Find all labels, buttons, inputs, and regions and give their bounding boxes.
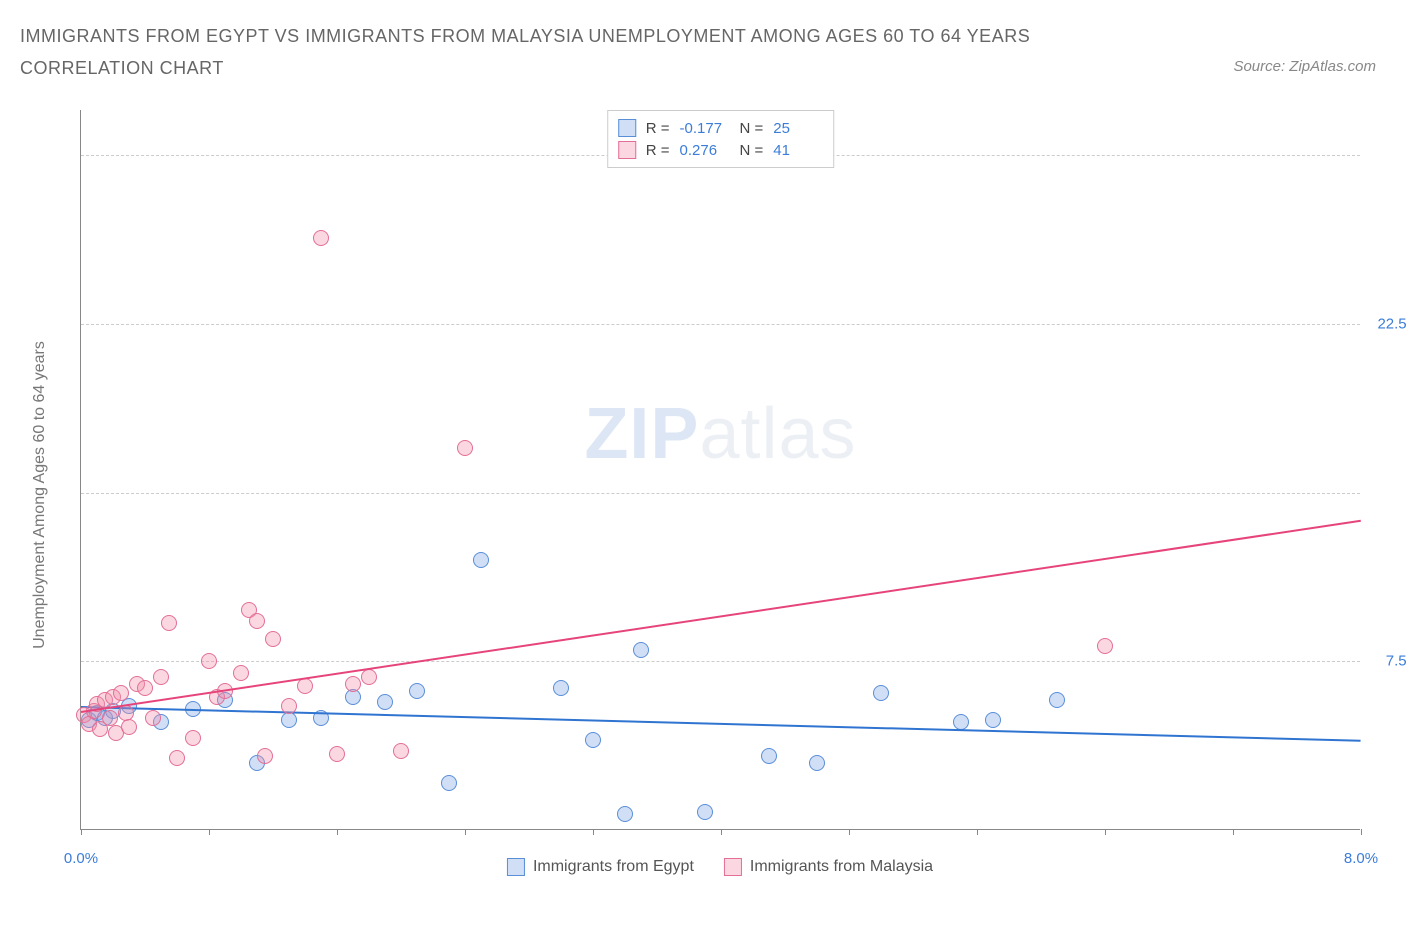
trend-line-egypt: [81, 706, 1361, 742]
r-label: R =: [646, 142, 670, 159]
data-point-egypt: [585, 732, 601, 748]
data-point-malaysia: [121, 719, 137, 735]
data-point-malaysia: [361, 669, 377, 685]
data-point-egypt: [1049, 692, 1065, 708]
trend-line-malaysia: [81, 520, 1361, 713]
data-point-malaysia: [329, 746, 345, 762]
gridline: [81, 493, 1360, 494]
data-point-malaysia: [281, 698, 297, 714]
data-point-egypt: [953, 714, 969, 730]
data-point-egypt: [441, 775, 457, 791]
watermark: ZIPatlas: [584, 393, 856, 475]
legend-label-malaysia: Immigrants from Malaysia: [750, 858, 933, 876]
n-value-egypt: 25: [773, 120, 823, 137]
legend-label-egypt: Immigrants from Egypt: [533, 858, 694, 876]
data-point-egypt: [873, 685, 889, 701]
data-point-malaysia: [345, 676, 361, 692]
data-point-malaysia: [161, 615, 177, 631]
n-label: N =: [740, 142, 764, 159]
data-point-egypt: [473, 552, 489, 568]
data-point-malaysia: [201, 653, 217, 669]
x-tick-label: 8.0%: [1344, 850, 1378, 867]
x-tick: [1361, 829, 1362, 835]
chart-header: IMMIGRANTS FROM EGYPT VS IMMIGRANTS FROM…: [0, 0, 1406, 95]
data-point-malaysia: [102, 710, 118, 726]
data-point-malaysia: [137, 680, 153, 696]
data-point-egypt: [809, 755, 825, 771]
data-point-egypt: [985, 712, 1001, 728]
chart-title: IMMIGRANTS FROM EGYPT VS IMMIGRANTS FROM…: [20, 20, 1120, 85]
data-point-egypt: [761, 748, 777, 764]
data-point-egypt: [617, 806, 633, 822]
r-value-malaysia: 0.276: [680, 142, 730, 159]
x-tick: [593, 829, 594, 835]
x-tick: [1105, 829, 1106, 835]
data-point-malaysia: [185, 730, 201, 746]
legend-stats-row-malaysia: R = 0.276 N = 41: [618, 139, 824, 161]
n-value-malaysia: 41: [773, 142, 823, 159]
r-value-egypt: -0.177: [680, 120, 730, 137]
gridline: [81, 661, 1360, 662]
x-tick: [337, 829, 338, 835]
y-axis-label: Unemployment Among Ages 60 to 64 years: [31, 341, 49, 649]
y-tick-label: 22.5%: [1365, 315, 1406, 332]
swatch-malaysia: [618, 141, 636, 159]
data-point-egypt: [633, 642, 649, 658]
source-attribution: Source: ZipAtlas.com: [1233, 58, 1376, 75]
data-point-malaysia: [233, 665, 249, 681]
data-point-egypt: [697, 804, 713, 820]
n-label: N =: [740, 120, 764, 137]
swatch-egypt-icon: [507, 858, 525, 876]
watermark-zip: ZIP: [584, 394, 699, 474]
data-point-malaysia: [257, 748, 273, 764]
swatch-egypt: [618, 119, 636, 137]
data-point-egypt: [377, 694, 393, 710]
data-point-egypt: [553, 680, 569, 696]
data-point-malaysia: [169, 750, 185, 766]
data-point-malaysia: [393, 743, 409, 759]
watermark-atlas: atlas: [699, 394, 856, 474]
data-point-malaysia: [153, 669, 169, 685]
y-tick-label: 7.5%: [1365, 653, 1406, 670]
x-tick: [1233, 829, 1234, 835]
data-point-malaysia: [297, 678, 313, 694]
r-label: R =: [646, 120, 670, 137]
x-tick: [81, 829, 82, 835]
data-point-malaysia: [249, 613, 265, 629]
data-point-malaysia: [313, 230, 329, 246]
swatch-malaysia-icon: [724, 858, 742, 876]
bottom-legend: Immigrants from Egypt Immigrants from Ma…: [507, 858, 933, 876]
legend-item-malaysia: Immigrants from Malaysia: [724, 858, 933, 876]
x-tick: [209, 829, 210, 835]
x-tick: [977, 829, 978, 835]
chart-container: Unemployment Among Ages 60 to 64 years Z…: [60, 110, 1380, 880]
data-point-egypt: [409, 683, 425, 699]
data-point-malaysia: [113, 685, 129, 701]
gridline: [81, 324, 1360, 325]
data-point-malaysia: [457, 440, 473, 456]
data-point-malaysia: [1097, 638, 1113, 654]
legend-stats-row-egypt: R = -0.177 N = 25: [618, 117, 824, 139]
legend-item-egypt: Immigrants from Egypt: [507, 858, 694, 876]
x-tick: [849, 829, 850, 835]
data-point-malaysia: [145, 710, 161, 726]
x-tick: [465, 829, 466, 835]
x-tick: [721, 829, 722, 835]
x-tick-label: 0.0%: [64, 850, 98, 867]
legend-stats-box: R = -0.177 N = 25 R = 0.276 N = 41: [607, 110, 835, 168]
data-point-malaysia: [265, 631, 281, 647]
plot-area: ZIPatlas R = -0.177 N = 25 R = 0.276 N =…: [80, 110, 1360, 830]
